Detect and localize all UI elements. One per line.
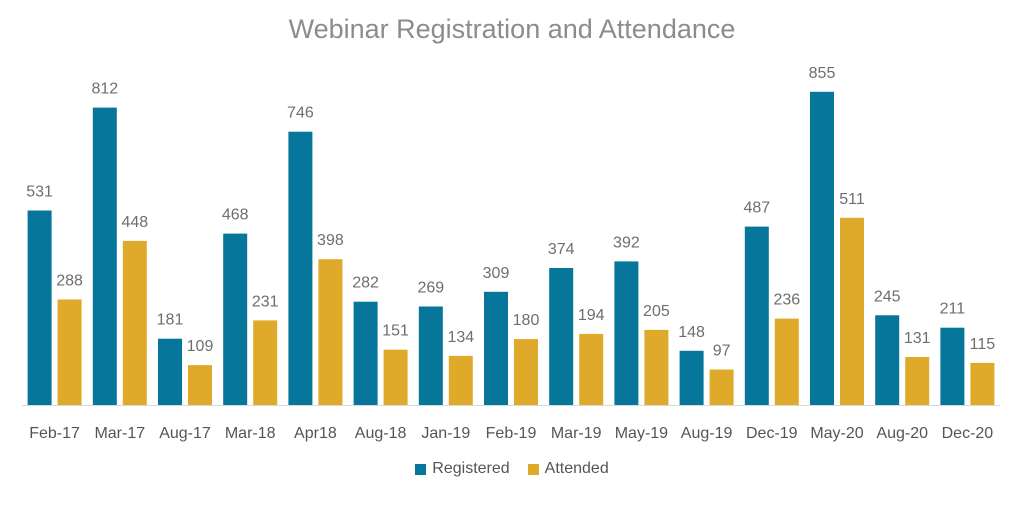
bar-registered-10 <box>679 350 704 405</box>
x-tick-label-1: Mar-17 <box>94 425 145 442</box>
data-label-registered-3: 468 <box>222 207 249 224</box>
bar-registered-6 <box>418 306 443 405</box>
bar-attended-6 <box>448 355 473 405</box>
bar-attended-4 <box>318 259 343 405</box>
chart-title: Webinar Registration and Attendance <box>288 14 736 44</box>
bar-attended-14 <box>970 362 995 405</box>
bar-registered-14 <box>940 327 965 405</box>
data-label-attended-4: 398 <box>317 232 344 249</box>
bar-registered-4 <box>288 131 313 405</box>
bar-registered-3 <box>223 233 248 405</box>
bar-attended-2 <box>188 365 212 405</box>
legend-label-attended: Attended <box>544 460 609 477</box>
bar-registered-2 <box>158 338 182 405</box>
data-label-registered-12: 855 <box>809 65 836 82</box>
data-label-attended-13: 131 <box>904 330 931 347</box>
data-label-registered-2: 181 <box>157 312 184 329</box>
bar-registered-11 <box>744 226 769 405</box>
bar-registered-0 <box>27 210 52 405</box>
x-tick-label-0: Feb-17 <box>29 425 80 442</box>
bar-attended-5 <box>383 349 408 405</box>
x-tick-label-4: Apr18 <box>294 425 337 442</box>
data-label-registered-0: 531 <box>26 184 53 201</box>
legend-swatch-attended <box>527 463 539 475</box>
legend: Registered Attended <box>0 460 1024 478</box>
legend-item-registered: Registered <box>415 460 510 478</box>
data-label-registered-7: 309 <box>483 265 510 282</box>
bar-registered-13 <box>875 315 900 405</box>
x-tick-label-7: Feb-19 <box>486 425 537 442</box>
legend-swatch-registered <box>415 463 427 475</box>
bar-attended-10 <box>709 369 734 405</box>
bar-attended-3 <box>253 320 278 405</box>
data-label-registered-5: 282 <box>352 275 379 292</box>
x-tick-label-5: Aug-18 <box>355 425 407 442</box>
data-label-registered-14: 211 <box>940 301 966 318</box>
data-label-attended-0: 288 <box>56 273 83 290</box>
data-label-attended-11: 236 <box>773 292 800 309</box>
x-tick-label-2: Aug-17 <box>159 425 211 442</box>
bar-attended-1 <box>122 240 147 405</box>
data-label-attended-1: 448 <box>121 214 148 231</box>
data-label-attended-2: 109 <box>187 338 214 355</box>
bar-registered-9 <box>614 261 639 405</box>
x-tick-label-13: Aug-20 <box>876 425 928 442</box>
x-tick-label-3: Mar-18 <box>225 425 276 442</box>
data-label-registered-1: 812 <box>91 81 118 98</box>
bar-attended-13 <box>905 357 930 405</box>
data-label-registered-10: 148 <box>678 324 705 341</box>
data-label-attended-12: 511 <box>839 191 865 208</box>
data-label-attended-10: 97 <box>713 343 731 360</box>
x-tick-label-8: Mar-19 <box>551 425 602 442</box>
x-tick-label-6: Jan-19 <box>421 425 470 442</box>
bar-attended-0 <box>57 299 82 405</box>
bar-registered-12 <box>810 91 834 406</box>
data-label-attended-7: 180 <box>513 312 540 329</box>
data-label-attended-5: 151 <box>382 323 409 340</box>
bar-registered-5 <box>353 301 378 405</box>
data-label-attended-3: 231 <box>252 293 279 310</box>
bar-registered-8 <box>549 268 574 405</box>
x-tick-label-14: Dec-20 <box>942 425 994 442</box>
x-tick-label-9: May-19 <box>615 425 668 442</box>
data-label-attended-9: 205 <box>643 303 670 320</box>
data-label-registered-13: 245 <box>874 288 901 305</box>
bar-attended-9 <box>644 329 669 405</box>
bar-attended-11 <box>774 318 799 405</box>
data-label-attended-6: 134 <box>447 329 474 346</box>
data-label-registered-6: 269 <box>417 280 444 297</box>
bar-attended-12 <box>840 217 864 405</box>
data-label-registered-9: 392 <box>613 234 640 251</box>
legend-item-attended: Attended <box>527 460 609 478</box>
bar-registered-7 <box>484 291 508 405</box>
bar-attended-7 <box>514 339 538 405</box>
x-tick-label-10: Aug-19 <box>681 425 733 442</box>
bar-registered-1 <box>92 107 117 405</box>
data-label-registered-4: 746 <box>287 105 314 122</box>
legend-label-registered: Registered <box>432 460 510 477</box>
x-tick-label-12: May-20 <box>810 425 863 442</box>
data-label-registered-8: 374 <box>548 241 575 258</box>
data-label-attended-8: 194 <box>578 307 605 324</box>
data-label-registered-11: 487 <box>743 200 770 217</box>
data-label-attended-14: 115 <box>970 336 996 353</box>
bar-attended-8 <box>579 333 604 405</box>
x-tick-label-11: Dec-19 <box>746 425 798 442</box>
